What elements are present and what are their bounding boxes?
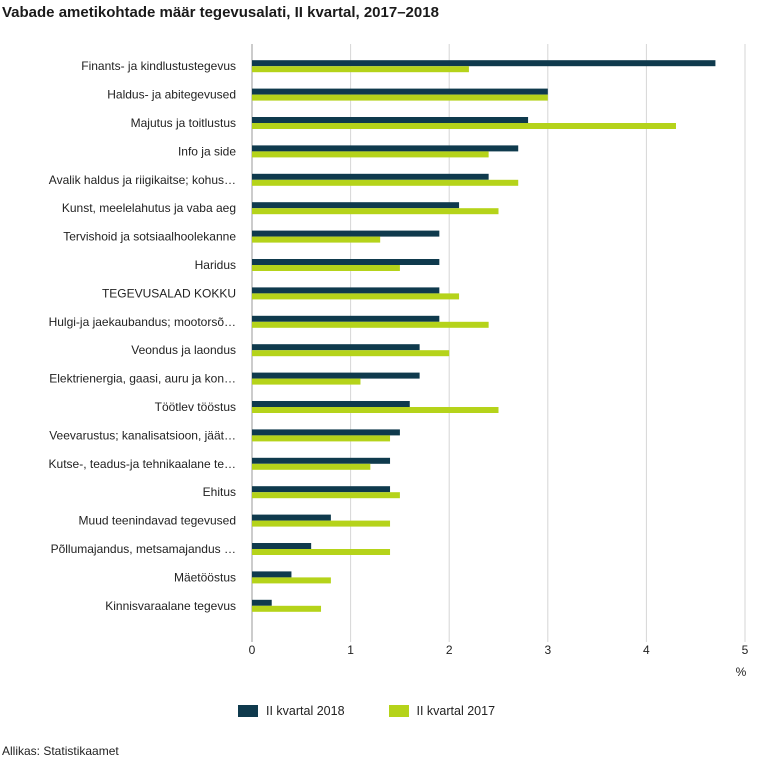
category-label: Elektrienergia, gaasi, auru ja kon… [49,372,236,386]
bar-2018 [252,88,548,95]
bar-2018 [252,202,460,209]
category-label: Haldus- ja abitegevused [107,88,236,102]
category-label: Mäetööstus [174,570,236,584]
bar-2018 [252,543,312,549]
bar-2017 [252,435,391,442]
category-label: Kunst, meelelahutus ja vaba aeg [62,201,236,215]
x-axis-unit: % [736,665,747,679]
bar-2018 [252,571,292,578]
category-label: Kutse-, teadus-ja tehnikaalane te… [49,457,236,471]
bar-2017 [252,321,489,328]
bar-2017 [252,520,391,527]
legend-swatch-2018 [238,705,258,717]
category-label: Hulgi-ja jaekaubandus; mootorsõ… [49,315,236,329]
bar-2018 [252,145,519,152]
bar-2017 [252,492,400,499]
bar-2018 [252,230,440,237]
bar-2018 [252,429,400,436]
bar-2017 [252,350,450,357]
bar-2017 [252,463,371,470]
bar-2017 [252,236,381,243]
bar-2017 [252,265,400,271]
bar-2018 [252,401,410,407]
x-tick-label-1: 1 [347,643,354,657]
bar-2017 [252,407,499,413]
bar-2018 [252,599,272,606]
bars [252,60,716,612]
bar-2017 [252,179,519,186]
bar-2018 [252,514,331,521]
bar-2018 [252,457,391,464]
category-label: Tervishoid ja sotsiaalhoolekanne [63,230,236,244]
category-label: Ehitus [203,485,236,499]
x-axis-ticks: 0 1 2 3 4 5 [249,643,749,657]
gridlines [251,44,746,642]
bar-2018 [252,117,529,123]
bar-2018 [252,259,440,265]
category-label: Finants- ja kindlustustegevus [81,59,236,73]
x-tick-label-4: 4 [643,643,650,657]
x-tick-label-2: 2 [446,643,453,657]
bar-2017 [252,94,548,101]
category-label: Töötlev tööstus [155,400,236,414]
category-label: Kinnisvaraalane tegevus [105,599,236,613]
bar-2017 [252,293,460,300]
bar-2017 [252,208,499,215]
chart-title: Vabade ametikohtade määr tegevusalati, I… [2,4,439,21]
legend-swatch-2017 [388,705,409,717]
bar-2017 [252,151,489,158]
category-label: Avalik haldus ja riigikaitse; kohus… [49,173,236,187]
bar-2018 [252,315,440,322]
bar-2018 [252,173,489,180]
bar-2018 [252,372,420,379]
bar-2018 [252,287,440,294]
legend-label-2017: II kvartal 2017 [416,704,496,718]
bar-2017 [252,549,391,555]
bar-2017 [252,66,469,73]
bar-2017 [252,577,331,584]
x-tick-label-0: 0 [249,643,256,657]
category-label: TEGEVUSALAD KOKKU [102,286,236,300]
x-tick-label-5: 5 [742,643,749,657]
category-labels: Finants- ja kindlustustegevus Haldus- ja … [49,59,237,613]
bar-2018 [252,486,391,493]
bar-2017 [252,123,676,129]
bar-2018 [252,344,420,351]
category-label: Muud teenindavad tegevused [79,514,236,528]
legend-item-2018: II kvartal 2018 [238,704,345,718]
legend: II kvartal 2018 II kvartal 2017 [238,704,495,718]
category-label: Põllumajandus, metsamajandus … [51,542,236,556]
bar-2017 [252,378,361,385]
source-note: Allikas: Statistikaamet [2,744,119,758]
category-label: Veevarustus; kanalisatsioon, jäät… [49,428,236,442]
category-label: Veondus ja laondus [131,343,236,357]
legend-label-2018: II kvartal 2018 [266,704,345,718]
legend-item-2017: II kvartal 2017 [388,704,496,718]
category-label: Info ja side [178,144,236,158]
category-label: Haridus [195,258,236,272]
category-label: Majutus ja toitlustus [131,116,236,130]
x-tick-label-3: 3 [544,643,551,657]
bar-2017 [252,605,322,612]
bar-2018 [252,60,716,67]
